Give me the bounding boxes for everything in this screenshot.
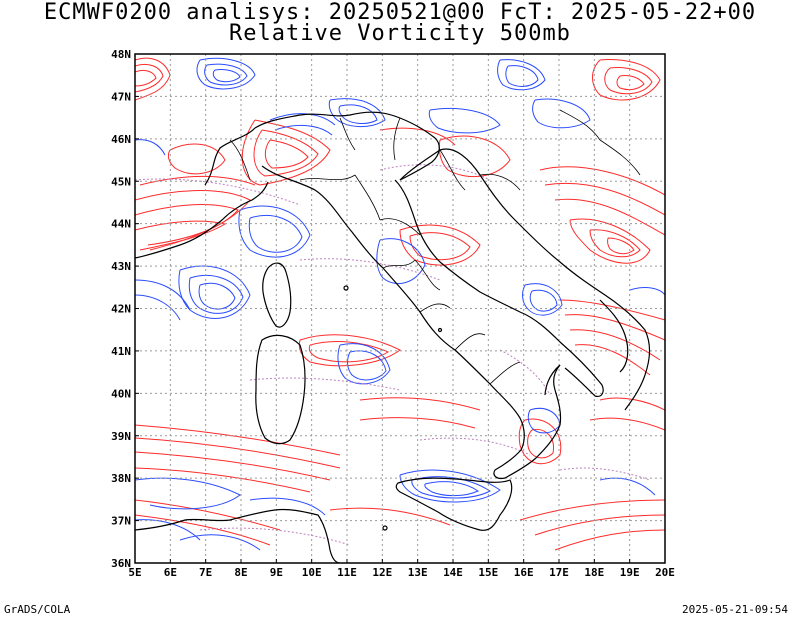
generation-timestamp: 2025-05-21-09:54 [682, 603, 788, 616]
lat-tick-label: 39N [111, 430, 131, 443]
lat-tick-label: 48N [111, 48, 131, 61]
lat-tick-label: 38N [111, 472, 131, 485]
lon-tick-label: 5E [128, 566, 141, 579]
sardinia [255, 334, 306, 445]
lon-tick-label: 20E [655, 566, 675, 579]
vorticity-contours [135, 57, 665, 551]
negative-vorticity-contours [135, 57, 665, 551]
lon-tick-label: 14E [443, 566, 463, 579]
lat-tick-label: 46N [111, 133, 131, 146]
lat-lon-grid [135, 54, 665, 563]
italy-north-border [204, 111, 440, 186]
lat-tick-label: 40N [111, 387, 131, 400]
lon-tick-label: 12E [372, 566, 392, 579]
lon-tick-label: 13E [408, 566, 428, 579]
latitude-labels: 48N 47N 46N 45N 44N 43N 42N 41N 40N 39N 38N 37N 36N [111, 48, 131, 570]
lon-tick-label: 18E [584, 566, 604, 579]
lon-tick-label: 15E [478, 566, 498, 579]
north-africa-coast [135, 508, 341, 563]
sicily [395, 477, 513, 531]
lon-tick-label: 10E [302, 566, 322, 579]
software-credit: GrADS/COLA [4, 603, 71, 616]
italy-east-coast [394, 179, 604, 397]
lat-tick-label: 37N [111, 515, 131, 528]
lon-tick-label: 19E [620, 566, 640, 579]
coastlines [135, 111, 651, 563]
lat-tick-label: 41N [111, 345, 131, 358]
regional-borders [229, 109, 641, 385]
lon-tick-label: 7E [199, 566, 212, 579]
lat-tick-label: 45N [111, 175, 131, 188]
axis-ticks [134, 53, 666, 564]
italy-west-coast [261, 165, 562, 480]
lon-tick-label: 9E [270, 566, 283, 579]
lat-tick-label: 43N [111, 260, 131, 273]
lon-tick-label: 11E [337, 566, 357, 579]
positive-vorticity-contours [135, 57, 665, 551]
lon-tick-label: 16E [514, 566, 534, 579]
corsica [262, 262, 292, 328]
lat-tick-label: 47N [111, 90, 131, 103]
lon-tick-label: 17E [549, 566, 569, 579]
lat-tick-label: 36N [111, 557, 131, 570]
lon-tick-label: 6E [164, 566, 177, 579]
chart-subtitle: Relative Vorticity 500mb [229, 21, 571, 46]
lat-tick-label: 42N [111, 303, 131, 316]
lon-tick-label: 8E [234, 566, 247, 579]
lat-tick-label: 44N [111, 218, 131, 231]
longitude-labels: 5E 6E 7E 8E 9E 10E 11E 12E 13E 14E 15E 16E 17E 18E 19E… [128, 566, 675, 579]
chart-title: ECMWF0200 analisys: 20250521@00 FcT: 202… [43, 0, 757, 25]
